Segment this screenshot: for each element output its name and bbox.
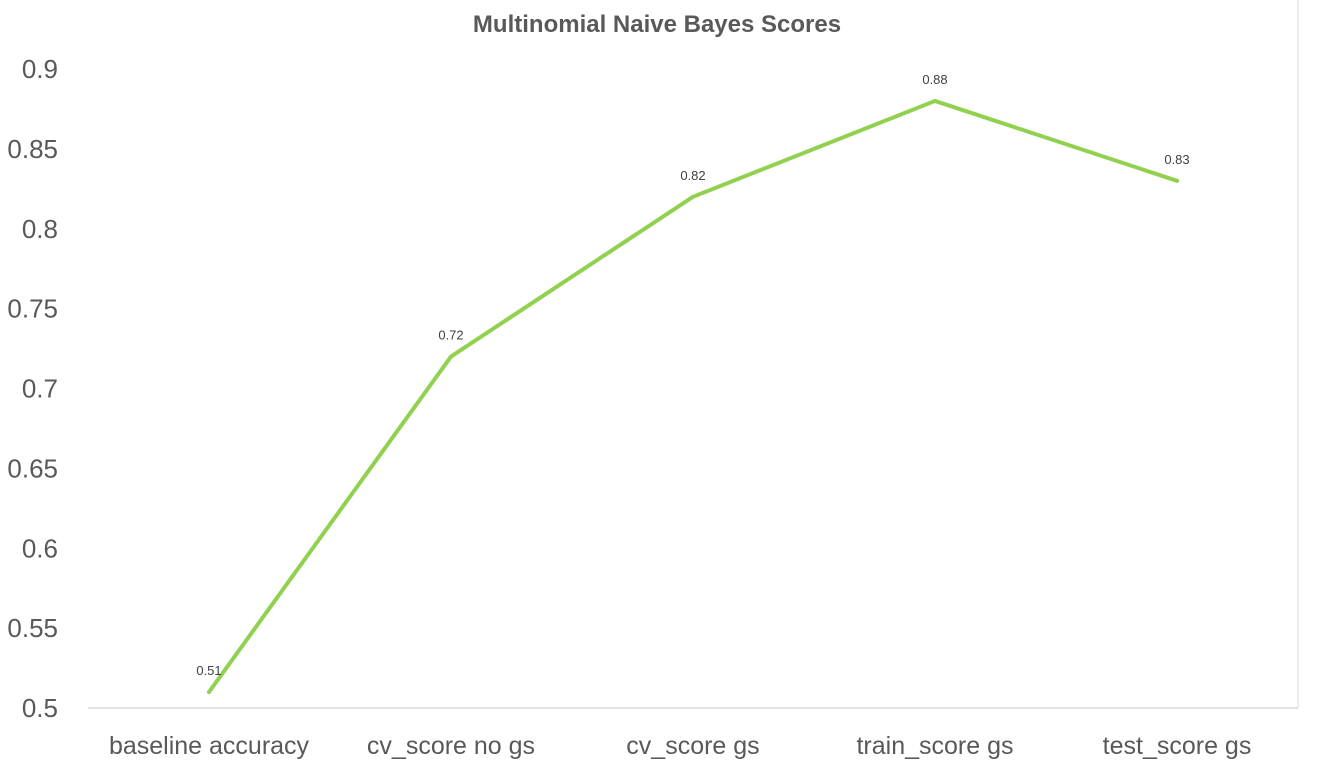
y-tick-label: 0.55 xyxy=(7,613,58,643)
data-point xyxy=(933,98,937,103)
y-tick-label: 0.85 xyxy=(7,134,58,164)
data-label: 0.83 xyxy=(1164,152,1189,167)
y-tick-label: 0.9 xyxy=(22,54,58,84)
x-tick-label: cv_score gs xyxy=(626,732,759,760)
data-label: 0.88 xyxy=(922,72,947,87)
y-tick-label: 0.7 xyxy=(22,374,58,404)
data-label: 0.51 xyxy=(196,663,221,678)
y-axis-ticks: 0.5 0.55 0.6 0.65 0.7 0.75 0.8 0.85 0.9 xyxy=(7,54,58,723)
data-point xyxy=(207,690,211,695)
y-tick-label: 0.8 xyxy=(22,214,58,244)
y-tick-label: 0.75 xyxy=(7,294,58,324)
data-label: 0.72 xyxy=(438,328,463,343)
data-point xyxy=(1175,178,1179,183)
y-tick-label: 0.6 xyxy=(22,533,58,563)
data-labels: 0.51 0.72 0.82 0.88 0.83 xyxy=(196,72,1189,678)
x-tick-label: baseline accuracy xyxy=(109,732,310,760)
x-axis-ticks: baseline accuracy cv_score no gs cv_score … xyxy=(109,732,1251,760)
y-tick-label: 0.5 xyxy=(22,693,58,723)
x-tick-label: train_score gs xyxy=(856,732,1013,760)
series-group xyxy=(207,98,1179,695)
data-label: 0.82 xyxy=(680,168,705,183)
x-tick-label: cv_score no gs xyxy=(367,732,535,760)
data-point xyxy=(449,354,453,359)
chart-title: Multinomial Naive Bayes Scores xyxy=(473,11,841,38)
data-point xyxy=(691,194,695,199)
x-tick-label: test_score gs xyxy=(1103,732,1252,760)
y-tick-label: 0.65 xyxy=(7,453,58,483)
